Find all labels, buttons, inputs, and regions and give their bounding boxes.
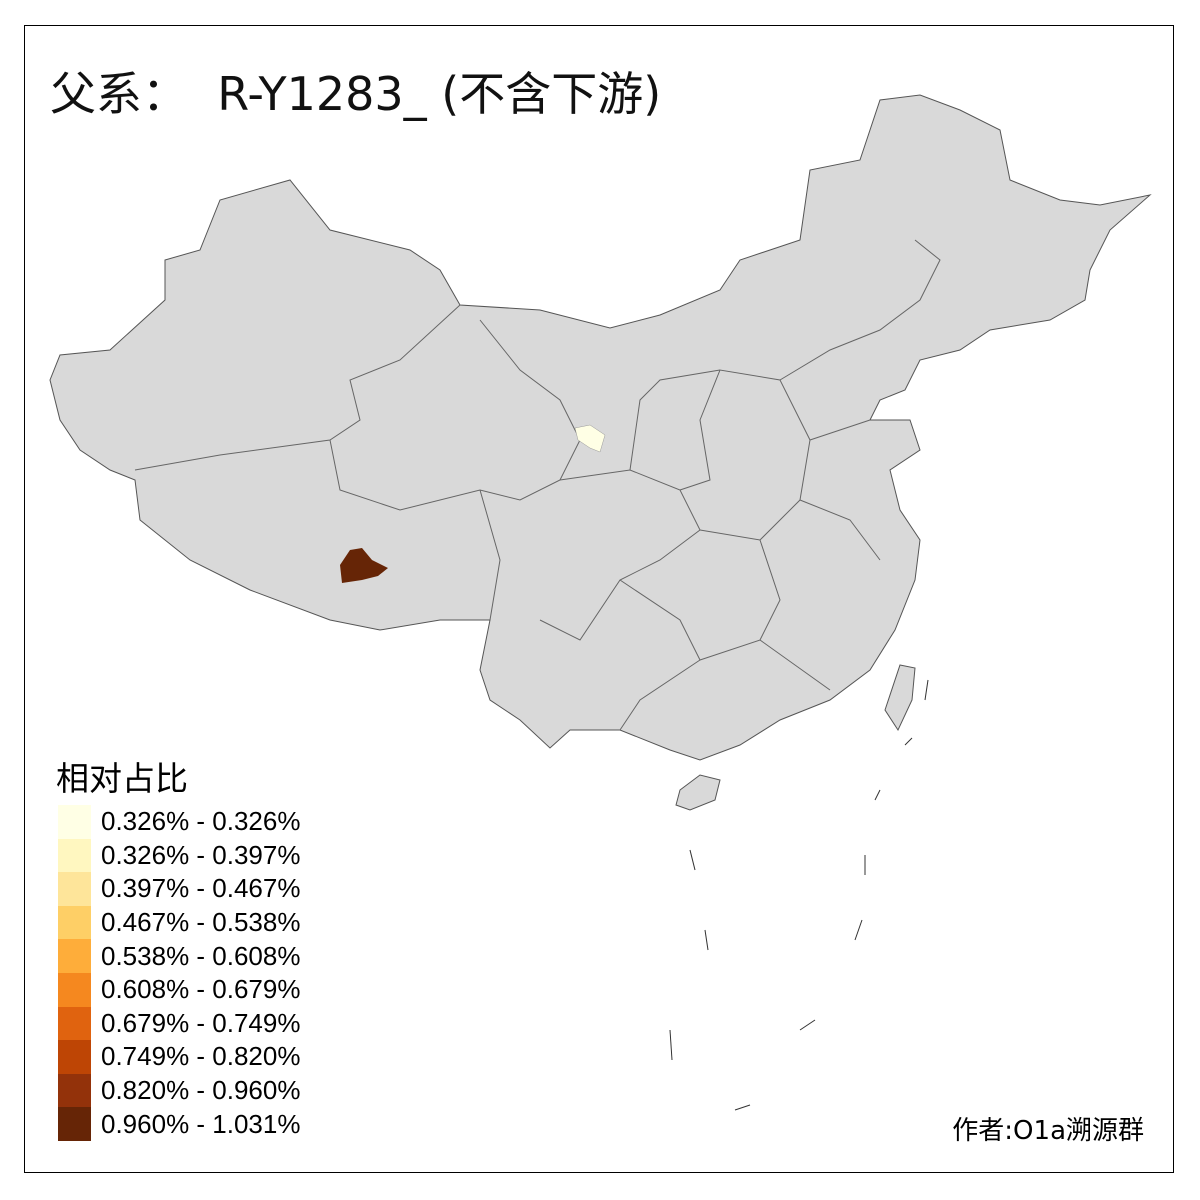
legend-item: 0.397% - 0.467% [58, 872, 300, 906]
legend-item: 0.820% - 0.960% [58, 1073, 301, 1108]
legend-label: 0.820% - 0.960% [101, 1075, 301, 1106]
legend-label: 0.326% - 0.326% [101, 806, 301, 837]
highlight-region-light [574, 424, 606, 453]
highlight-region-dark [340, 548, 388, 583]
province-borders [134, 239, 941, 731]
legend-label: 0.326% - 0.397% [101, 839, 301, 870]
legend: 0.326% - 0.326% 0.326% - 0.397% 0.397% - 0… [58, 805, 300, 1141]
legend-swatch [58, 838, 91, 873]
legend-item: 0.467% - 0.538% [58, 905, 301, 940]
china-mainland [49, 94, 1152, 761]
map-frame [24, 25, 1174, 1173]
legend-swatch [58, 905, 91, 940]
legend-swatch [58, 872, 91, 906]
legend-label: 0.397% - 0.467% [101, 873, 301, 904]
legend-swatch [58, 1073, 91, 1108]
legend-title: 相对占比 [56, 759, 188, 798]
legend-item: 0.960% - 1.031% [58, 1107, 300, 1141]
legend-label: 0.608% - 0.679% [101, 974, 301, 1005]
legend-label: 0.960% - 1.031% [101, 1108, 301, 1139]
legend-label: 0.538% - 0.608% [101, 940, 301, 971]
legend-item: 0.749% - 0.820% [58, 1040, 300, 1074]
legend-swatch [58, 1107, 91, 1141]
map-title: 父系： R-Y1283_ (不含下游) [50, 67, 662, 121]
legend-item: 0.608% - 0.679% [58, 972, 301, 1007]
legend-swatch [58, 939, 91, 973]
south-china-sea-islands [669, 679, 929, 1111]
author-credit: 作者:O1a溯源群 [952, 1116, 1144, 1146]
legend-swatch [58, 805, 91, 839]
legend-swatch [58, 972, 91, 1007]
legend-item: 0.326% - 0.326% [58, 805, 300, 839]
legend-item: 0.679% - 0.749% [58, 1006, 301, 1041]
legend-swatch [58, 1006, 91, 1041]
legend-swatch [58, 1040, 91, 1074]
legend-item: 0.538% - 0.608% [58, 939, 300, 973]
taiwan-island [884, 664, 916, 732]
legend-label: 0.749% - 0.820% [101, 1041, 301, 1072]
legend-label: 0.467% - 0.538% [101, 907, 301, 938]
legend-label: 0.679% - 0.749% [101, 1007, 301, 1038]
hainan-island [675, 774, 721, 811]
legend-item: 0.326% - 0.397% [58, 838, 301, 873]
